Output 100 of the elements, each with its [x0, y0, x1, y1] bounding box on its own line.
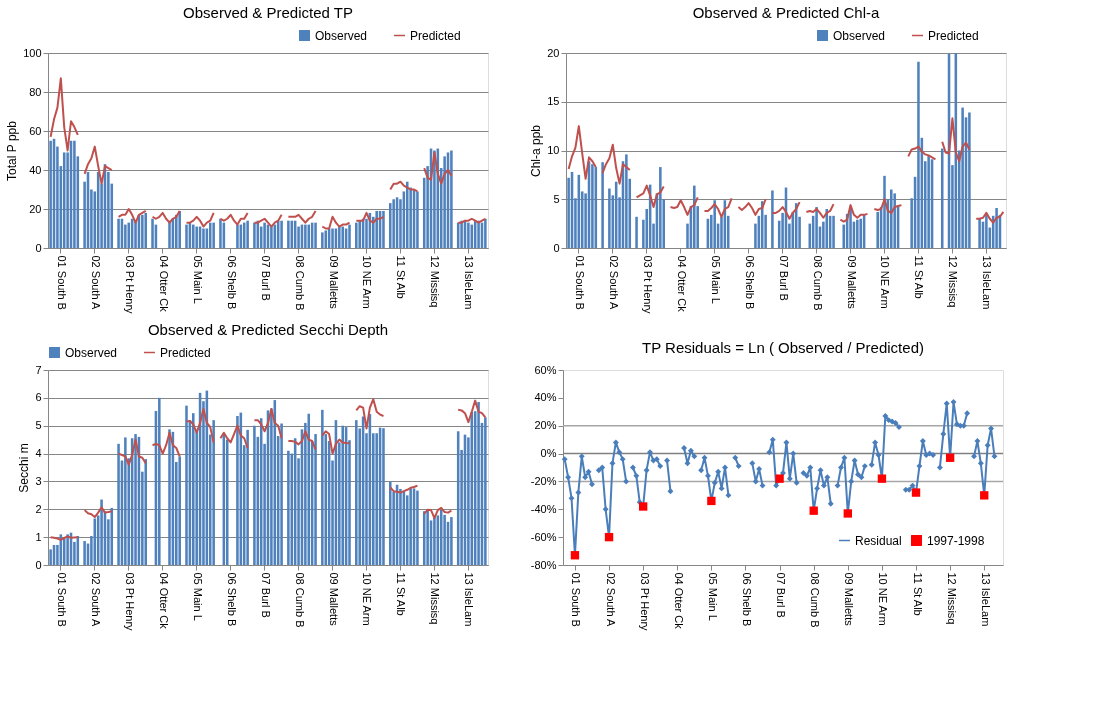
- bar: [591, 164, 594, 248]
- x-tick-label: 03 Pt Henry: [123, 255, 136, 315]
- bar: [426, 510, 429, 565]
- bar: [314, 222, 317, 248]
- x-tick-label: 10 NE Arm: [877, 572, 890, 626]
- bar: [304, 224, 307, 248]
- bar: [467, 222, 470, 248]
- x-tick-label: 10 NE Arm: [361, 572, 374, 626]
- x-tick-label: 07 Burl B: [775, 572, 788, 618]
- bar: [134, 220, 137, 248]
- bar: [693, 185, 696, 248]
- x-tick-label: 13 IsleLam: [981, 255, 994, 310]
- x-tick-label: 10 NE Arm: [361, 255, 374, 309]
- x-tick-label: 11 St Alb: [913, 255, 926, 299]
- bar: [443, 514, 446, 565]
- bar: [321, 232, 324, 248]
- x-tick-label: 06 Shelb B: [743, 255, 756, 310]
- y-tick-label: 2: [35, 502, 42, 515]
- bar: [202, 228, 205, 248]
- x-tick-label: 08 Cumb B: [293, 572, 306, 628]
- bar: [450, 517, 453, 565]
- y-tick-label: 20%: [534, 419, 557, 432]
- bar: [117, 443, 120, 565]
- y-tick-label: -60%: [530, 530, 557, 543]
- bar: [83, 541, 86, 565]
- y-tick-label: 3: [35, 474, 42, 487]
- bar: [175, 214, 178, 248]
- bar: [859, 218, 862, 248]
- x-tick-label: 05 Main L: [191, 572, 204, 621]
- y-tick-label: 10: [547, 144, 560, 156]
- bar: [246, 429, 249, 565]
- x-tick-label: 09 Malletts: [327, 572, 340, 627]
- bar: [978, 218, 981, 248]
- x-tick-label: 03 Pt Henry: [641, 255, 654, 315]
- x-tick-label: 13 IsleLam: [979, 572, 992, 627]
- bar: [341, 425, 344, 565]
- bar: [601, 162, 604, 248]
- y-tick-label: 60: [29, 124, 42, 137]
- bar: [416, 490, 419, 565]
- bar: [443, 156, 446, 248]
- bar: [263, 222, 266, 248]
- bar: [883, 175, 886, 248]
- bar: [178, 210, 181, 248]
- x-tick-label: 13 IsleLam: [463, 255, 476, 310]
- bar: [422, 511, 426, 565]
- bar: [450, 150, 453, 248]
- bar: [73, 140, 76, 248]
- x-tick-label: 01 South B: [573, 255, 586, 310]
- bar: [280, 423, 283, 565]
- y-axis-title: Chl-a ppb: [529, 124, 544, 178]
- legend-label: Observed: [833, 28, 886, 43]
- bar: [144, 459, 147, 565]
- bar: [195, 226, 198, 248]
- bar: [117, 218, 120, 248]
- chart-title: Observed & Predicted Secchi Depth: [147, 321, 389, 338]
- bar: [348, 224, 351, 248]
- bar: [409, 488, 412, 565]
- x-tick-label: 09 Malletts: [845, 255, 858, 310]
- bar: [253, 222, 256, 248]
- bar: [192, 413, 195, 565]
- bar: [893, 193, 896, 248]
- x-tick-label: 12 Missisq: [945, 572, 958, 625]
- x-tick-label: 07 Burl B: [777, 255, 790, 301]
- bar: [236, 415, 239, 565]
- x-tick-label: 05 Main L: [709, 255, 722, 304]
- bar: [185, 224, 188, 248]
- bar: [219, 218, 222, 248]
- bar: [389, 481, 392, 565]
- x-tick-label: 06 Shelb B: [225, 255, 238, 310]
- x-tick-label: 04 Otter Ck: [675, 255, 688, 313]
- bar: [236, 224, 239, 248]
- x-tick-label: 13 IsleLam: [463, 572, 476, 627]
- y-axis-title: Secchi m: [17, 443, 32, 493]
- chart-title: TP Residuals = Ln ( Observed / Predicted): [642, 339, 924, 356]
- bar: [151, 218, 154, 248]
- x-tick-label: 08 Cumb B: [809, 572, 822, 628]
- bar: [382, 210, 385, 248]
- bar: [178, 456, 181, 565]
- y-tick-label: -40%: [530, 502, 557, 515]
- x-tick-label: 11 St Alb: [395, 255, 408, 299]
- bar: [477, 220, 480, 248]
- x-tick-label: 10 NE Arm: [879, 255, 892, 309]
- y-tick-label: 0: [35, 241, 42, 254]
- bar: [392, 199, 395, 248]
- bar: [917, 61, 920, 248]
- y-tick-label: 5: [553, 192, 560, 205]
- bar: [771, 190, 774, 248]
- x-tick-label: 05 Main L: [706, 572, 719, 621]
- bar: [713, 200, 716, 248]
- bar: [212, 420, 215, 565]
- bar: [968, 112, 971, 248]
- x-tick-label: 08 Cumb B: [811, 255, 824, 311]
- bar: [460, 220, 463, 248]
- x-tick-label: 12 Missisq: [429, 255, 442, 308]
- bar: [405, 181, 409, 248]
- y-tick-label: 5: [35, 419, 42, 432]
- bar: [314, 434, 317, 565]
- y-tick-label: 0%: [540, 447, 557, 460]
- y-tick-label: 100: [23, 46, 42, 59]
- x-tick-label: 11 St Alb: [911, 572, 924, 616]
